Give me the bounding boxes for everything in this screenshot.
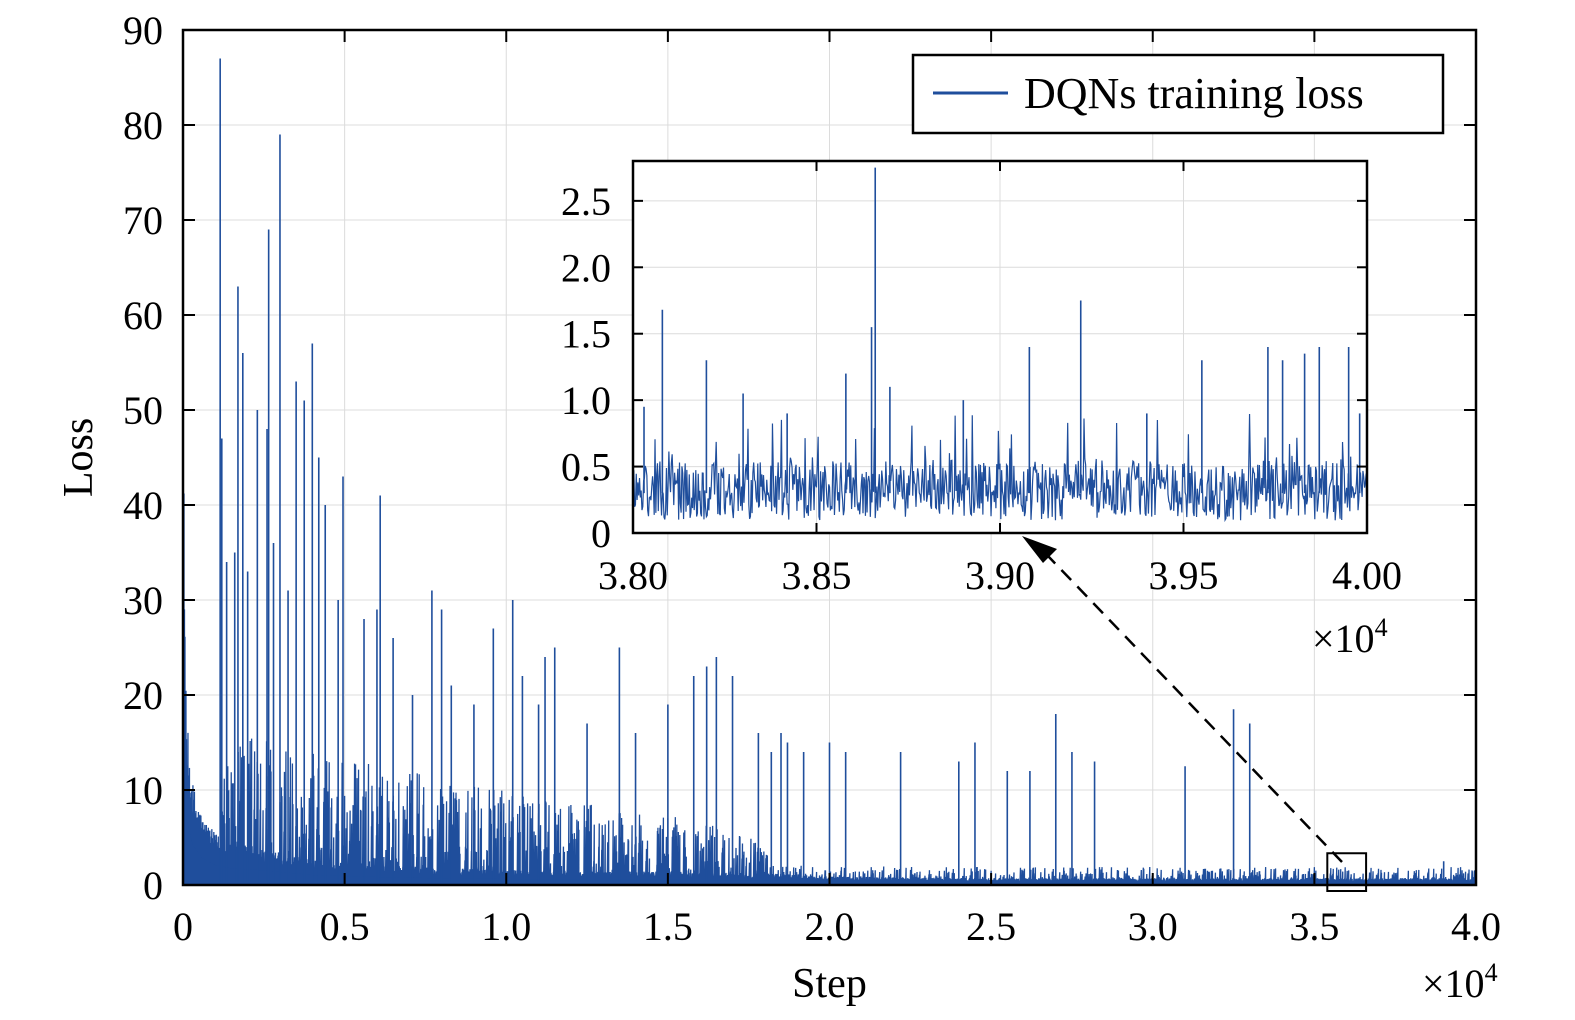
x-axis-multiplier-base: ×10 xyxy=(1422,961,1485,1006)
inset-x-axis-multiplier-base: ×10 xyxy=(1312,616,1375,661)
main-x-tick-label: 3.0 xyxy=(1128,904,1178,949)
inset-x-axis-multiplier: ×104 xyxy=(1312,613,1388,661)
main-x-tick-label: 2.0 xyxy=(805,904,855,949)
main-x-tick-label: 2.5 xyxy=(966,904,1016,949)
zoom-pointer-arrow xyxy=(1022,536,1343,863)
main-y-tick-label: 10 xyxy=(123,768,163,813)
inset-tick-marks xyxy=(632,161,1368,534)
pointer-arrowhead xyxy=(1022,536,1057,563)
main-y-tick-labels: 0 10 20 30 40 50 60 70 80 90 xyxy=(123,8,163,908)
main-x-tick-label: 3.5 xyxy=(1289,904,1339,949)
inset-y-tick-label: 1.0 xyxy=(561,378,611,423)
main-y-tick-label: 50 xyxy=(123,388,163,433)
main-series-dqns-loss xyxy=(182,58,1477,885)
main-x-tick-label: 1.0 xyxy=(481,904,531,949)
main-tick-marks xyxy=(182,29,1477,886)
pointer-dashed-line xyxy=(1047,555,1343,863)
main-x-tick-label: 4.0 xyxy=(1451,904,1501,949)
inset-x-tick-label: 4.00 xyxy=(1332,553,1402,598)
inset-x-axis-multiplier-exponent: 4 xyxy=(1375,613,1388,642)
y-axis-title: Loss xyxy=(56,418,102,497)
inset-loss-trace xyxy=(632,414,1368,523)
main-plot: 0 0.5 1.0 1.5 2.0 2.5 3.0 3.5 4.0 01020304050607… xyxy=(56,8,1501,1007)
inset-y-tick-label: 1.5 xyxy=(561,312,611,357)
zoom-region-box xyxy=(1326,852,1368,892)
inset-y-tick-label: 0.5 xyxy=(561,445,611,490)
main-x-tick-labels: 0 0.5 1.0 1.5 2.0 2.5 3.0 3.5 4.0 xyxy=(173,904,1501,949)
inset-x-tick-label: 3.90 xyxy=(965,553,1035,598)
main-y-tick-label: 30 xyxy=(123,578,163,623)
main-y-tick-label: 80 xyxy=(123,103,163,148)
inset-y-tick-label: 2.5 xyxy=(561,179,611,224)
inset-plot: 3.80 3.85 3.90 3.95 4.00 0 0.5 1.0 1.5 2.0 2.5 ×1… xyxy=(561,159,1402,661)
x-axis-multiplier: ×104 xyxy=(1422,958,1498,1006)
main-x-tick-label: 0 xyxy=(173,904,193,949)
inset-x-tick-label: 3.95 xyxy=(1149,553,1219,598)
legend: DQNs training loss xyxy=(911,53,1445,135)
x-axis-multiplier-exponent: 4 xyxy=(1485,958,1498,987)
main-y-tick-label: 70 xyxy=(123,198,163,243)
inset-y-tick-label: 0 xyxy=(591,511,611,556)
main-x-tick-label: 0.5 xyxy=(320,904,370,949)
main-y-tick-label: 90 xyxy=(123,8,163,53)
inset-x-tick-labels: 3.80 3.85 3.90 3.95 4.00 xyxy=(598,553,1402,598)
inset-y-tick-label: 2.0 xyxy=(561,245,611,290)
inset-x-tick-label: 3.85 xyxy=(782,553,852,598)
inset-y-tick-labels: 0 0.5 1.0 1.5 2.0 2.5 xyxy=(561,179,611,556)
main-y-tick-label: 20 xyxy=(123,673,163,718)
legend-label: DQNs training loss xyxy=(1024,69,1364,118)
main-y-tick-label: 60 xyxy=(123,293,163,338)
x-axis-title: Step xyxy=(792,961,867,1007)
inset-x-tick-label: 3.80 xyxy=(598,553,668,598)
main-x-tick-label: 1.5 xyxy=(643,904,693,949)
inset-series-dqns-loss xyxy=(632,167,1368,523)
main-y-tick-label: 40 xyxy=(123,483,163,528)
main-y-tick-label: 0 xyxy=(143,863,163,908)
